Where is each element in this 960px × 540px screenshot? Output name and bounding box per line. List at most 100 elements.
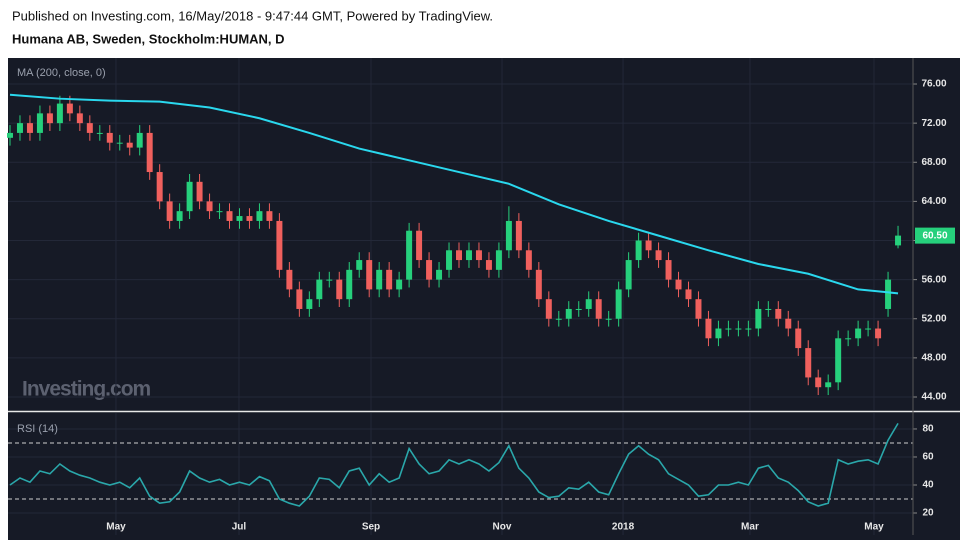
candle-body (565, 308, 572, 319)
candle-body (126, 142, 133, 148)
y-tick-label: 40 (922, 480, 934, 491)
candle-body (845, 338, 852, 340)
x-tick-label: Nov (493, 522, 512, 533)
candle-body (785, 318, 792, 329)
candle-body (166, 201, 173, 221)
candle-body (376, 269, 383, 290)
candle-body (236, 216, 243, 221)
candle-body (56, 103, 63, 124)
candle-body (535, 269, 542, 300)
candle-body (495, 250, 502, 270)
last-price-box (915, 227, 955, 244)
candle-body (206, 201, 213, 212)
candle-body (7, 132, 13, 138)
candle-body (645, 240, 652, 251)
candle-body (146, 132, 153, 173)
candle-body (585, 299, 592, 309)
candle-body (775, 308, 782, 319)
candle-body (386, 269, 393, 290)
candle-body (655, 250, 662, 261)
candle-body (895, 235, 902, 246)
candle-body (46, 113, 53, 124)
x-tick-label: Sep (362, 522, 380, 533)
y-tick-label: 56.00 (921, 274, 946, 285)
candle-body (456, 250, 462, 261)
candle-body (705, 318, 712, 339)
candle-body (695, 299, 702, 319)
candle-body (346, 269, 353, 300)
x-tick-label: Mar (741, 522, 759, 533)
candle-body (86, 123, 93, 133)
x-tick-label: May (864, 522, 884, 533)
candle-body (465, 250, 472, 261)
candle-body (865, 328, 872, 330)
candle-body (436, 269, 443, 280)
candle-body (316, 279, 323, 300)
rsi-line (9, 422, 899, 507)
candle-body (96, 132, 103, 134)
candle-body (665, 260, 672, 280)
candle-body (595, 299, 602, 319)
y-tick-label: 80 (922, 424, 934, 435)
candle-body (575, 308, 582, 310)
candle-body (296, 289, 303, 309)
candle-body (406, 230, 413, 280)
candle-body (186, 181, 193, 212)
chart-background (8, 58, 960, 540)
candle-body (66, 103, 73, 114)
candle-body (625, 260, 632, 290)
candle-body (675, 279, 682, 290)
candle-body (745, 328, 752, 330)
x-tick-label: Jul (232, 522, 247, 533)
candle-body (26, 123, 33, 133)
candle-body (505, 220, 512, 251)
candle-body (515, 220, 522, 251)
y-tick-label: 52.00 (921, 313, 946, 324)
candle-body (256, 211, 263, 221)
candle-body (216, 211, 223, 213)
candle-body (725, 328, 732, 330)
candle-body (336, 279, 343, 300)
candle-body (545, 299, 552, 319)
y-tick-label: 60 (922, 452, 934, 463)
x-tick-label: 2018 (612, 522, 635, 533)
last-price-label: 60.50 (922, 230, 947, 241)
watermark: Investing.com (22, 378, 151, 401)
candle-body (76, 113, 83, 124)
candle-body (835, 338, 842, 383)
y-tick-label: 48.00 (921, 353, 946, 364)
candle-body (825, 382, 832, 388)
x-tick-label: May (106, 522, 126, 533)
rsi-legend: RSI (14) (17, 423, 58, 435)
candle-body (106, 132, 113, 143)
y-tick-label: 64.00 (921, 196, 946, 207)
chart-subtitle: Published on Investing.com, 16/May/2018 … (12, 8, 493, 23)
chart-title: Humana AB, Sweden, Stockholm:HUMAN, D (12, 31, 285, 46)
candle-body (426, 260, 433, 280)
candle-body (755, 308, 762, 329)
candle-body (765, 308, 772, 310)
candle-body (356, 260, 363, 270)
candle-body (605, 318, 612, 320)
candle-body (366, 260, 373, 290)
candle-body (555, 318, 562, 320)
candle-body (875, 328, 882, 339)
candle-body (416, 230, 423, 261)
candle-body (326, 279, 333, 281)
candle-body (615, 289, 622, 319)
candle-body (16, 123, 23, 133)
candle-body (525, 250, 532, 270)
candle-body (685, 289, 692, 300)
candle-body (116, 142, 123, 144)
candle-body (715, 328, 722, 339)
y-tick-label: 68.00 (921, 157, 946, 168)
candle-body (176, 211, 183, 221)
candle-body (36, 113, 43, 133)
candle-body (136, 132, 143, 148)
y-tick-label: 76.00 (921, 79, 946, 90)
candle-body (196, 181, 203, 202)
candle-body (446, 250, 453, 270)
candle-body (396, 279, 403, 290)
y-tick-label: 44.00 (921, 392, 946, 403)
ma-line (9, 93, 899, 295)
